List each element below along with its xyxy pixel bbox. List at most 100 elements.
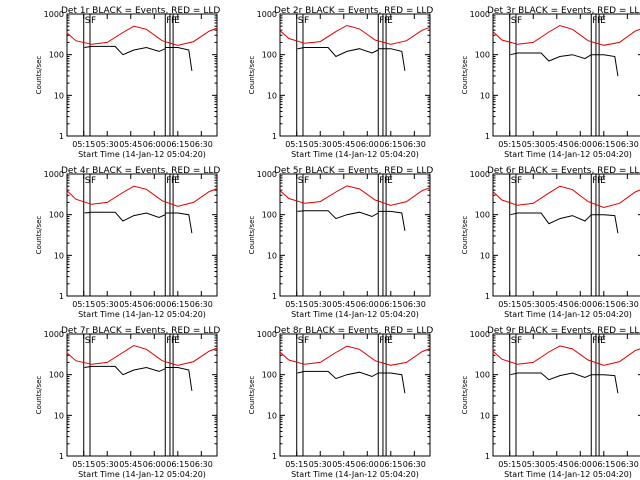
series-line-events <box>591 374 619 394</box>
plot-frame <box>279 333 431 457</box>
flag-label-E: E <box>600 176 606 186</box>
x-tick-label: 06:00 <box>143 140 166 149</box>
y-axis-label: Counts/sec <box>461 216 469 255</box>
series-line-events <box>84 45 166 56</box>
chart-panel-1: Det 1r BLACK = Events, RED = LLD Counts/s… <box>35 6 220 159</box>
series-line-events <box>297 47 379 58</box>
y-tick-label: 100 <box>49 371 64 380</box>
y-tick-label: 10 <box>54 411 64 420</box>
chart-panel-8: Det 8r BLACK = Events, RED = LLD Counts/s… <box>248 326 433 479</box>
flag-label-S: S <box>85 16 91 26</box>
y-tick-label: 1 <box>272 292 277 301</box>
x-tick-label: 05:45 <box>119 140 142 149</box>
x-tick-label: 06:15 <box>592 140 615 149</box>
y-tick-label: 100 <box>262 371 277 380</box>
x-axis-label: Start Time (14-Jan-12 05:04:20) <box>291 150 419 159</box>
x-tick-label: 05:45 <box>332 300 355 309</box>
y-tick-label: 100 <box>475 211 490 220</box>
y-tick-label: 10 <box>480 411 490 420</box>
flag-label-F: F <box>166 336 171 346</box>
x-tick-label: 06:30 <box>616 140 639 149</box>
y-tick-label: 1000 <box>257 10 277 19</box>
flag-label-E: E <box>174 16 180 26</box>
x-axis-label: Start Time (14-Jan-12 05:04:20) <box>291 470 419 479</box>
plot-frame <box>492 173 640 297</box>
y-axis-label: Counts/sec <box>248 216 256 255</box>
flag-label-S: S <box>298 176 304 186</box>
x-axis-label: Start Time (14-Jan-12 05:04:20) <box>78 150 206 159</box>
y-tick-label: 10 <box>54 251 64 260</box>
flag-label-E: E <box>600 16 606 26</box>
x-tick-label: 05:15 <box>285 300 308 309</box>
y-tick-label: 100 <box>475 371 490 380</box>
x-axis-label: Start Time (14-Jan-12 05:04:20) <box>291 310 419 319</box>
y-tick-label: 1 <box>485 452 490 461</box>
y-axis-label: Counts/sec <box>35 376 43 415</box>
flag-label-S: S <box>511 16 517 26</box>
x-tick-label: 05:30 <box>522 140 545 149</box>
flag-label-F: F <box>166 176 171 186</box>
x-tick-label: 06:00 <box>143 460 166 469</box>
y-tick-label: 10 <box>54 91 64 100</box>
y-tick-label: 100 <box>262 211 277 220</box>
series-line-events <box>84 365 166 376</box>
y-tick-label: 10 <box>480 91 490 100</box>
series-line-events <box>510 372 592 381</box>
chart-title: Det 9r BLACK = Events, RED = LLD <box>487 326 640 336</box>
chart-panel-5: Det 5r BLACK = Events, RED = LLD Counts/s… <box>248 166 433 319</box>
y-axis-label: Counts/sec <box>461 56 469 95</box>
plot-frame <box>66 173 218 297</box>
y-axis-label: Counts/sec <box>35 56 43 95</box>
series-line-lld <box>279 24 431 45</box>
x-tick-label: 06:15 <box>379 300 402 309</box>
x-tick-label: 05:45 <box>332 140 355 149</box>
y-tick-label: 1 <box>59 292 64 301</box>
x-tick-label: 06:00 <box>356 300 379 309</box>
x-tick-label: 06:00 <box>569 300 592 309</box>
series-line-lld <box>492 345 640 366</box>
flag-label-S: S <box>511 176 517 186</box>
y-tick-label: 1 <box>59 132 64 141</box>
flag-label-F: F <box>91 176 96 186</box>
y-tick-label: 100 <box>475 51 490 60</box>
series-line-events <box>165 212 193 234</box>
y-axis-label: Counts/sec <box>248 376 256 415</box>
y-tick-label: 10 <box>267 91 277 100</box>
x-axis-label: Start Time (14-Jan-12 05:04:20) <box>504 150 632 159</box>
x-tick-label: 05:30 <box>96 140 119 149</box>
flag-label-S: S <box>298 16 304 26</box>
chart-title: Det 5r BLACK = Events, RED = LLD <box>274 166 433 176</box>
x-tick-label: 06:15 <box>166 140 189 149</box>
chart-panel-3: Det 3r BLACK = Events, RED = LLD Counts/s… <box>461 6 640 159</box>
y-tick-label: 1000 <box>44 330 64 339</box>
y-tick-label: 1 <box>59 452 64 461</box>
y-tick-label: 100 <box>49 51 64 60</box>
series-line-lld <box>279 345 431 366</box>
series-line-events <box>165 47 193 71</box>
x-tick-label: 05:15 <box>498 140 521 149</box>
x-tick-label: 05:30 <box>309 140 332 149</box>
x-tick-label: 06:30 <box>403 300 426 309</box>
x-tick-label: 06:00 <box>569 460 592 469</box>
y-axis-label: Counts/sec <box>461 376 469 415</box>
plot-frame <box>279 173 431 297</box>
x-tick-label: 06:15 <box>379 140 402 149</box>
series-line-events <box>378 48 406 71</box>
y-axis-label: Counts/sec <box>248 56 256 95</box>
x-tick-label: 05:45 <box>545 140 568 149</box>
series-line-events <box>165 367 193 391</box>
flag-label-F: F <box>517 176 522 186</box>
series-line-events <box>510 212 592 225</box>
series-line-lld <box>279 185 431 206</box>
y-tick-label: 10 <box>267 251 277 260</box>
x-tick-label: 05:15 <box>72 460 95 469</box>
chart-panel-4: Det 4r BLACK = Events, RED = LLD Counts/s… <box>35 166 220 319</box>
flag-label-F: F <box>379 16 384 26</box>
x-axis-label: Start Time (14-Jan-12 05:04:20) <box>78 310 206 319</box>
y-tick-label: 1000 <box>470 170 490 179</box>
flag-label-S: S <box>85 176 91 186</box>
flag-label-E: E <box>174 176 180 186</box>
flag-label-F: F <box>91 336 96 346</box>
x-tick-label: 06:15 <box>166 300 189 309</box>
x-tick-label: 05:30 <box>96 460 119 469</box>
